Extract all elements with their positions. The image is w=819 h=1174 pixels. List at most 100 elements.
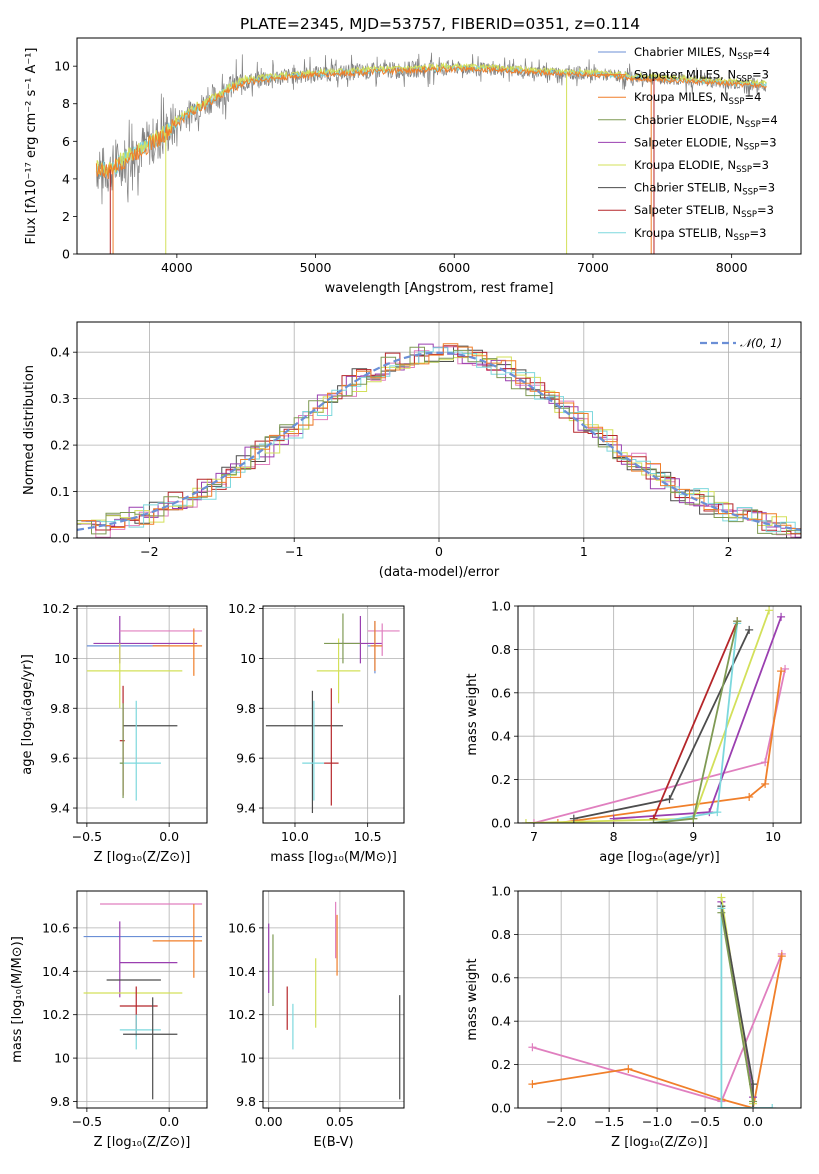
y-axis-label: age [log₁₀(age/yr)]: [20, 654, 35, 775]
x-tick-label: −0.5: [72, 829, 102, 844]
y-tick-label: 4: [62, 171, 70, 186]
legend-text-part: Chabrier MILES, N: [634, 45, 737, 59]
legend-text-part: =3: [760, 135, 777, 149]
y-tick-label: 10: [54, 1051, 70, 1066]
histogram-cyan: [85, 347, 801, 533]
legend-text-part: =3: [758, 181, 775, 195]
legend-text-part: =3: [757, 203, 774, 217]
legend-text-part: =3: [752, 68, 769, 82]
y-axis-label: mass weight: [465, 958, 480, 1040]
legend-text-part: Kroupa STELIB, N: [634, 226, 734, 240]
histogram-orange: [81, 343, 801, 529]
legend-text-part: Salpeter ELODIE, N: [634, 135, 744, 149]
series-line-cyan: [720, 908, 773, 1108]
y-tick-label: 0.6: [491, 970, 511, 985]
y-tick-label: 9.8: [236, 701, 256, 716]
y-tick-label: 10: [240, 1051, 256, 1066]
y-tick-label: 10.4: [228, 964, 256, 979]
y-tick-label: 1.0: [491, 599, 511, 614]
series-line-orange: [557, 670, 782, 823]
y-tick-label: 0.2: [50, 438, 70, 453]
legend-text-part: =4: [744, 90, 761, 104]
legend-entry: Salpeter STELIB, NSSP=3: [634, 203, 774, 220]
spectrum-lines: [95, 52, 767, 254]
y-tick-label: 10.2: [228, 1007, 256, 1022]
y-tick-label: 10.6: [42, 920, 70, 935]
axes-frame: [517, 605, 802, 824]
legend-text-part: Kroupa MILES, N: [634, 90, 729, 104]
legend-text-part: Kroupa ELODIE, N: [634, 158, 736, 172]
y-tick-label: 2: [62, 209, 70, 224]
panel-mass_vs_Z: −0.5 0.0 9.8 10 10.2 10.4 10.6 Z [log₁₀(Z/Z⊙)] m…: [10, 891, 207, 1150]
errorbars: [83, 903, 203, 1100]
y-tick-label: 0.4: [50, 345, 70, 360]
x-axis-label: Z [log₁₀(Z/Z⊙)]: [94, 850, 191, 865]
x-tick-label: −0.5: [690, 1114, 720, 1129]
x-tick-label: 10.0: [281, 829, 309, 844]
axes-frame: [76, 605, 208, 824]
legend-text-part: SSP: [729, 97, 745, 107]
x-tick-label: 4000: [161, 260, 193, 275]
x-tick-label: 0.05: [326, 1114, 354, 1129]
x-tick-label: 0.00: [255, 1114, 283, 1129]
legend-entry: Kroupa ELODIE, NSSP=3: [634, 158, 769, 175]
panel-mass_weight_vs_age: 7 8 9 10 0.0 0.2 0.4 0.6 0.8 1.0 age [log₁₀(age/yr…: [465, 599, 801, 865]
y-tick-label: 9.8: [50, 701, 70, 716]
x-tick-label: 0.0: [743, 1114, 763, 1129]
y-tick-label: 10.6: [228, 920, 256, 935]
x-tick-label: −2: [140, 544, 158, 559]
series-line-darkgray: [573, 629, 751, 820]
legend-entry: Salpeter MILES, NSSP=3: [634, 68, 769, 85]
x-axis-label: Z [log₁₀(Z/Z⊙)]: [94, 1135, 191, 1150]
histograms: [77, 343, 801, 538]
y-tick-label: 0.8: [491, 642, 511, 657]
x-tick-label: 0: [435, 544, 443, 559]
x-axis-label: age [log₁₀(age/yr)]: [599, 850, 720, 865]
y-axis-label: Flux [fλ10⁻¹⁷ erg cm⁻² s⁻¹ A⁻¹]: [24, 48, 39, 245]
x-tick-label: −1.5: [594, 1114, 624, 1129]
series-lines: [521, 606, 790, 823]
panel-age_vs_mass: 10.0 10.5 9.4 9.6 9.8 10 10.2 mass [log₁₀(M/M⊙)…: [228, 601, 404, 865]
y-axis-label: Normed distribution: [22, 365, 37, 495]
y-tick-label: 10: [54, 59, 70, 74]
legend-text-part: SSP: [744, 142, 760, 152]
y-tick-label: 0: [62, 247, 70, 262]
panel-mass_vs_ebv: 0.00 0.05 9.8 10 10.2 10.4 10.6 E(B-V): [228, 891, 404, 1150]
panel-age_vs_Z: −0.5 0.0 9.4 9.6 9.8 10 10.2 Z [log₁₀(Z/Z⊙)] age…: [20, 601, 207, 865]
histogram-green: [77, 346, 801, 535]
axes-frame: [517, 890, 802, 1109]
x-tick-label: 8000: [716, 260, 748, 275]
y-tick-label: 0.0: [491, 1101, 511, 1116]
legend-text-part: Salpeter STELIB, N: [634, 203, 741, 217]
legend-text-part: Chabrier STELIB, N: [634, 181, 742, 195]
legend-text-part: SSP: [736, 165, 752, 175]
y-tick-label: 10.2: [42, 1007, 70, 1022]
histogram-pink: [81, 346, 801, 538]
panel-mass_weight_vs_Z: −2.0 −1.5 −1.0 −0.5 0.0 0.0 0.2 0.4 0.6 0.8 1.0 Z […: [465, 884, 801, 1150]
y-tick-label: 9.4: [50, 801, 70, 816]
legend-text-part: =4: [753, 45, 770, 59]
axes-frame: [76, 321, 802, 539]
panel-spectrum: 4000 5000 6000 7000 8000 0 2 4 6 8 10 wavelength [A…: [24, 45, 778, 296]
x-tick-label: 10: [765, 829, 781, 844]
y-tick-label: 0.2: [491, 772, 511, 787]
x-axis-label: (data-model)/error: [379, 565, 500, 580]
y-axis-label: mass [log₁₀(M/M⊙)]: [10, 936, 25, 1063]
histogram-purple: [85, 343, 801, 538]
y-tick-label: 0.2: [491, 1057, 511, 1072]
x-tick-label: −0.5: [72, 1114, 102, 1129]
x-tick-label: 6000: [438, 260, 470, 275]
model-spectrum-yellowgreen: [95, 61, 767, 175]
x-axis-label: mass [log₁₀(M/M⊙)]: [270, 850, 397, 865]
legend-entry: Chabrier STELIB, NSSP=3: [634, 181, 775, 198]
x-tick-label: 0.0: [159, 1114, 179, 1129]
legend-text-part: Chabrier ELODIE, N: [634, 113, 745, 127]
series-line-green: [720, 912, 754, 1102]
legend-entry: Chabrier ELODIE, NSSP=4: [634, 113, 778, 130]
model-spectrum-orange: [95, 65, 767, 179]
y-tick-label: 10.4: [42, 964, 70, 979]
axes-frame: [76, 37, 802, 255]
legend-text-part: =3: [749, 226, 766, 240]
